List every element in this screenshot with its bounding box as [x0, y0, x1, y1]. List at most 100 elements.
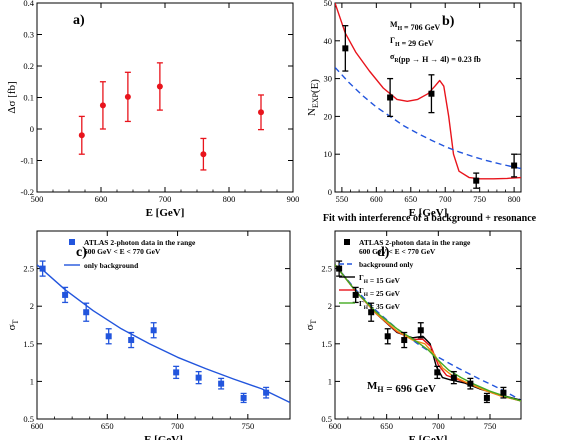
annotation-1: ΓH = 29 GeV	[390, 36, 434, 48]
point-marker	[467, 380, 474, 387]
data-point	[511, 153, 518, 178]
legend-label-part: = 35 GeV	[368, 302, 401, 311]
legend-label-part: Γ	[359, 286, 364, 295]
annotation-2-part: (pp → H → 4l) = 0.23 fb	[399, 55, 482, 64]
annotation-subscript: H	[377, 385, 384, 394]
y-axis-label: Δσ [fb]	[6, 81, 18, 113]
data-point	[173, 365, 180, 380]
legend-label-part: = 25 GeV	[368, 289, 401, 298]
y-axis-label: σT	[304, 319, 318, 330]
legend-label-2: 600 GeV < E < 770 GeV	[359, 247, 436, 256]
legend-label: ATLAS 2-photon data in the range	[359, 238, 471, 247]
y-tick-label: 1.5	[23, 339, 34, 349]
data-point	[417, 322, 424, 339]
series-line-4	[335, 264, 521, 402]
point-marker	[511, 162, 518, 169]
point-marker	[200, 151, 207, 158]
annotation: MH = 696 GeV	[367, 380, 436, 395]
y-tick-label: 2.5	[23, 264, 34, 274]
data-point	[240, 392, 247, 404]
y-tick-label: 20	[324, 111, 333, 121]
legend-square	[69, 239, 75, 245]
annotation-2-subscript: R	[394, 58, 399, 64]
data-point	[124, 71, 131, 123]
data-point	[342, 25, 349, 72]
legend-label: ATLAS 2-photon data in the range	[84, 238, 196, 247]
x-tick-label: 750	[484, 421, 497, 431]
x-tick-label: 600	[329, 421, 342, 431]
y-tick-label: 2	[30, 301, 34, 311]
x-tick-label: 600	[370, 194, 383, 204]
data-point	[473, 172, 480, 189]
data-point	[387, 77, 394, 118]
y-axis-label: σT	[6, 319, 20, 330]
y-axis-label: NEXP(E)	[306, 79, 321, 116]
point-marker	[150, 327, 157, 334]
data-point	[467, 377, 474, 390]
y-tick-label: 0.2	[23, 61, 34, 71]
legend-label-2-part: 600 GeV < E < 770 GeV	[359, 247, 436, 256]
legend-label-subscript: H	[364, 305, 369, 311]
point-marker	[195, 374, 202, 381]
x-tick-label: 800	[223, 194, 236, 204]
annotation-1-part: Γ	[390, 36, 395, 45]
point-marker	[450, 374, 457, 381]
chart-panel-a: 500 600 700 800 900 -0.2 -0.1 0 0.1 0.2 0.3 0.4 E [G…	[6, 0, 299, 219]
y-axis-label-subscript: EXP	[311, 92, 320, 108]
legend-label-2-part: 600 GeV < E < 770 GeV	[84, 247, 161, 256]
point-marker	[99, 102, 106, 109]
annotation-0-part: M	[390, 20, 398, 29]
x-tick-label: 700	[439, 194, 452, 204]
series-line-3	[335, 264, 521, 402]
series-line-1	[335, 66, 521, 170]
x-axis-label-part: E [GeV]	[144, 434, 183, 440]
y-tick-label: 0	[30, 124, 34, 134]
legend-label: background only	[359, 260, 414, 269]
data-point	[450, 370, 457, 385]
series-line-0	[37, 264, 290, 404]
data-point	[99, 81, 106, 130]
x-tick-label: 750	[473, 194, 486, 204]
point-marker	[342, 45, 349, 52]
data-point	[384, 328, 391, 345]
y-tick-label: 2.5	[321, 264, 332, 274]
x-tick-label: 600	[31, 421, 44, 431]
data-point	[218, 377, 225, 390]
x-tick-label: 700	[171, 421, 184, 431]
plot-frame	[334, 230, 522, 420]
y-axis-label-subscript: T	[309, 319, 318, 324]
point-marker	[62, 291, 69, 298]
y-tick-label: 10	[324, 149, 333, 159]
legend-label: ΓH = 35 GeV	[359, 299, 401, 311]
annotation-0: MH = 706 GeV	[390, 20, 440, 32]
x-axis-label: E [GeV]	[409, 207, 448, 219]
x-tick-label: 500	[31, 194, 44, 204]
point-marker	[401, 337, 408, 344]
x-tick-label: 650	[101, 421, 114, 431]
legend-label-part: ATLAS 2-photon data in the range	[84, 238, 196, 247]
data-point	[83, 302, 90, 322]
series-group	[335, 260, 521, 404]
legend-label-subscript: H	[364, 292, 369, 298]
point-marker	[240, 394, 247, 401]
x-axis-label: E [GeV]	[409, 434, 448, 440]
legend-label-part: background only	[359, 260, 414, 269]
annotation-part: = 696 GeV	[384, 383, 436, 395]
data-point	[483, 392, 490, 404]
annotation-2: σR(pp → H → 4l) = 0.23 fb	[390, 52, 481, 64]
y-axis-label-part: σ	[6, 324, 18, 330]
chart-panel-b: 550 600 650 700 750 800 0 10 20 30 40 50 E [GeV] NEXP…	[306, 0, 522, 219]
data-point	[156, 62, 163, 111]
point-marker	[473, 177, 480, 184]
point-marker	[368, 309, 375, 316]
point-marker	[428, 90, 435, 97]
x-tick-label: 700	[159, 194, 172, 204]
data-point	[263, 386, 270, 399]
legend-symbol	[344, 239, 350, 245]
point-marker	[83, 309, 90, 316]
